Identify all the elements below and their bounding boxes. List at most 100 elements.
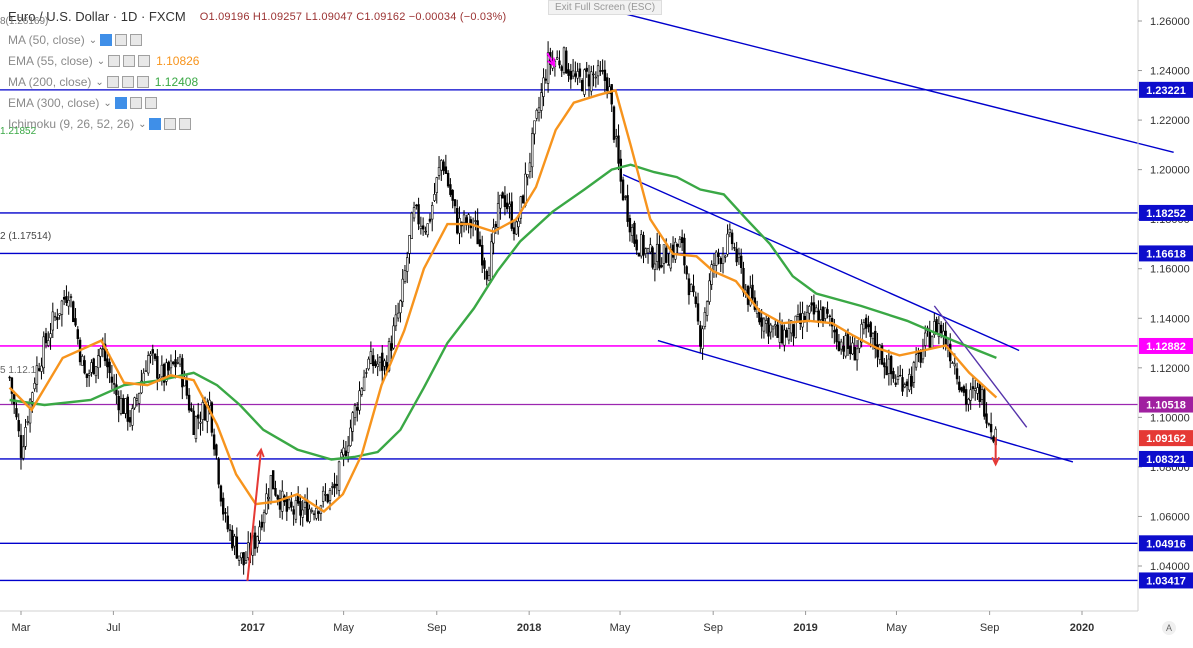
candle-body: [74, 318, 77, 326]
candle-body: [299, 501, 302, 516]
ema55-line: [8, 88, 998, 514]
close-icon[interactable]: [130, 34, 143, 46]
candle-body: [749, 287, 752, 306]
indicator-row-ema300[interactable]: EMA (300, close) ⌄: [8, 96, 157, 110]
candle-body: [303, 502, 307, 508]
price-level-label-bg: [1139, 572, 1193, 589]
ichimoku-value: 1.21852: [0, 126, 37, 137]
candle-body: [151, 349, 154, 354]
chevron-down-icon[interactable]: ⌄: [95, 76, 104, 88]
visibility-icon[interactable]: [149, 118, 162, 130]
candle-body: [562, 47, 566, 73]
candle-body: [849, 345, 852, 355]
close-icon[interactable]: [179, 118, 192, 130]
visibility-icon[interactable]: [100, 34, 113, 46]
x-tick-label: Sep: [703, 622, 723, 634]
symbol-name[interactable]: Euro / U.S. Dollar: [8, 9, 110, 24]
candle-body: [985, 413, 988, 424]
candle-body: [640, 234, 643, 257]
candle-body: [542, 77, 545, 97]
candle-body: [437, 167, 441, 176]
settings-icon[interactable]: [115, 34, 128, 46]
ma200-line: [9, 163, 997, 461]
candle-body: [440, 160, 443, 171]
price-level-label-bg: [1139, 81, 1193, 98]
candle-body: [667, 264, 670, 266]
annotation-arrow: [246, 449, 263, 581]
price-labels-layer: 1.23221 1.18252 1.16618 1.12882 1.10518 1.083…: [1139, 81, 1193, 589]
candle-body: [296, 495, 300, 504]
candle-body: [15, 408, 18, 418]
indicator-row-ma50[interactable]: MA (50, close) ⌄: [8, 33, 143, 47]
candle-body: [574, 73, 577, 77]
candle-body: [33, 382, 36, 390]
candle-body: [783, 329, 786, 346]
auto-scale-button[interactable]: A: [1162, 621, 1176, 635]
x-tick-label: 2018: [517, 622, 541, 634]
candle-body: [131, 408, 134, 426]
candle-body: [172, 361, 175, 365]
candle-body: [892, 371, 895, 379]
candle-body: [390, 343, 393, 351]
visibility-icon[interactable]: [108, 55, 121, 67]
chevron-down-icon[interactable]: ⌄: [96, 55, 106, 67]
candle-body: [565, 50, 568, 74]
candle-body: [367, 358, 370, 370]
candle-body: [281, 490, 284, 512]
close-icon[interactable]: [138, 55, 151, 67]
close-icon[interactable]: [144, 97, 157, 109]
interval-label[interactable]: 1D: [120, 9, 138, 24]
candle-body: [674, 241, 677, 260]
ohlc-readout: O1.09196 H1.09257 L1.09047 C1.09162 −0.0…: [199, 10, 507, 23]
candle-body: [287, 499, 291, 508]
candle-body: [537, 107, 541, 113]
visibility-icon[interactable]: [114, 97, 127, 109]
settings-icon[interactable]: [123, 55, 136, 67]
candle-body: [310, 510, 314, 512]
chevron-down-icon[interactable]: ⌄: [103, 97, 112, 109]
candle-body: [496, 203, 500, 228]
candle-body: [499, 194, 502, 209]
indicator-label: MA (200, close): [8, 75, 92, 89]
candle-body: [176, 362, 179, 364]
visibility-icon[interactable]: [106, 76, 119, 88]
candle-body: [505, 202, 509, 210]
indicator-row-ichimoku[interactable]: Ichimoku (9, 26, 52, 26) ⌄: [8, 117, 192, 131]
candle-body: [833, 329, 836, 333]
candle-body: [119, 398, 123, 414]
exit-fullscreen-button[interactable]: Exit Full Screen (ESC): [548, 0, 663, 15]
candle-body: [421, 225, 425, 230]
candle-body: [535, 109, 538, 119]
chevron-down-icon[interactable]: ⌄: [138, 118, 147, 130]
indicator-row-ma200[interactable]: MA (200, close) ⌄ 1.12408: [8, 75, 198, 89]
candle-body: [378, 356, 382, 363]
candle-body: [40, 365, 43, 372]
settings-icon[interactable]: [164, 118, 177, 130]
candle-body: [137, 393, 141, 404]
settings-icon[interactable]: [129, 97, 142, 109]
candle-body: [969, 389, 972, 401]
candle-body: [533, 120, 536, 135]
close-icon[interactable]: [136, 76, 149, 88]
y-tick-label: 1.26000: [1150, 16, 1190, 28]
candle-body: [978, 383, 981, 402]
price-level-label-bg: [1139, 535, 1193, 552]
candle-body: [433, 194, 436, 201]
settings-icon[interactable]: [121, 76, 134, 88]
candle-body: [503, 195, 507, 207]
indicator-row-ema55[interactable]: EMA (55, close) ⌄ 1.10826: [8, 54, 199, 68]
candle-body: [983, 389, 986, 417]
candle-body: [758, 311, 761, 323]
candle-body: [878, 344, 881, 360]
candle-body: [342, 447, 345, 456]
chevron-down-icon[interactable]: ⌄: [88, 34, 98, 46]
candle-body: [644, 248, 647, 254]
candle-body: [392, 325, 395, 349]
candle-body: [103, 343, 107, 362]
candle-body: [769, 324, 772, 333]
candle-body: [37, 368, 41, 371]
candle-body: [889, 355, 893, 375]
candle-body: [203, 403, 207, 421]
indicator-value: 1.10826: [156, 54, 200, 68]
